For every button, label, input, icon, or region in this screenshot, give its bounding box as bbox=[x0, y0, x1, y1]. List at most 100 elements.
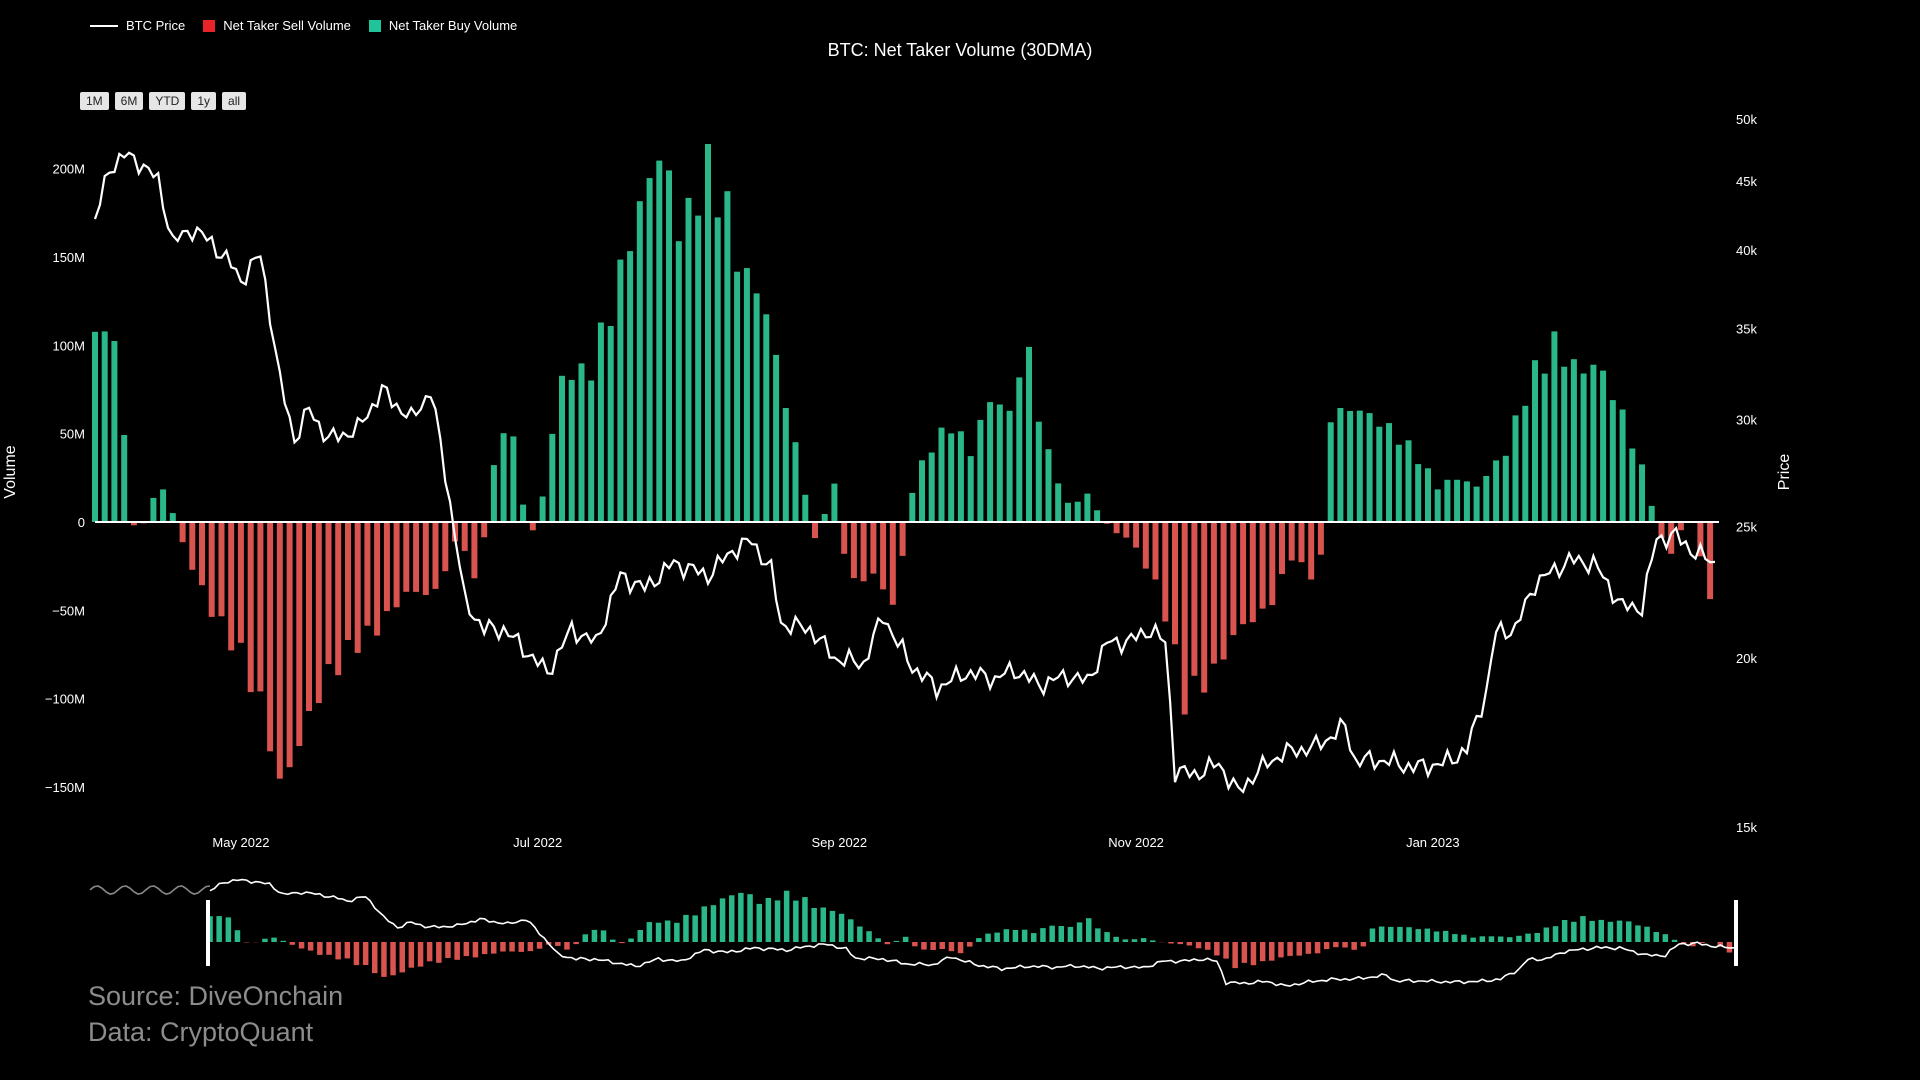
volume-bar bbox=[909, 492, 916, 522]
volume-bar bbox=[695, 215, 702, 522]
navigator-bar bbox=[875, 938, 881, 942]
navigator-bar bbox=[1571, 921, 1577, 942]
y-tick-label: 100M bbox=[52, 338, 85, 353]
volume-bar bbox=[812, 522, 818, 539]
volume-bar bbox=[705, 144, 711, 522]
volume-bar bbox=[559, 375, 565, 522]
navigator-bar bbox=[664, 920, 671, 942]
y-tick-label: 200M bbox=[52, 162, 85, 177]
navigator-bar bbox=[1040, 928, 1046, 942]
navigator-bar bbox=[344, 942, 351, 959]
y2-tick-label: 45k bbox=[1736, 174, 1757, 189]
navigator-bar bbox=[1662, 934, 1669, 942]
volume-bar bbox=[1298, 522, 1305, 563]
range-button-6m[interactable]: 6M bbox=[114, 92, 144, 110]
navigator-bar bbox=[573, 942, 579, 945]
volume-bar bbox=[179, 522, 186, 543]
volume-bars bbox=[92, 144, 1714, 779]
navigator-bar bbox=[1497, 936, 1504, 942]
volume-bar bbox=[1386, 423, 1392, 522]
range-navigator[interactable] bbox=[89, 878, 1738, 987]
navigator-bar bbox=[1003, 929, 1010, 942]
volume-bar bbox=[821, 514, 828, 522]
volume-bar bbox=[656, 160, 663, 522]
volume-bar bbox=[345, 522, 351, 640]
navigator-bar bbox=[747, 894, 753, 942]
navigator-bar bbox=[829, 910, 836, 942]
volume-bar bbox=[714, 217, 721, 522]
volume-bar bbox=[1590, 364, 1597, 522]
navigator-bar bbox=[426, 942, 433, 962]
y-axis-title: Volume bbox=[2, 445, 19, 498]
x-tick-label: Jul 2022 bbox=[513, 835, 562, 850]
volume-bar bbox=[1425, 468, 1431, 522]
navigator-bar bbox=[610, 939, 616, 942]
volume-bar bbox=[1551, 331, 1558, 522]
volume-bar bbox=[1210, 522, 1217, 664]
y-tick-label: −50M bbox=[52, 603, 85, 618]
navigator-bar bbox=[280, 940, 286, 942]
volume-bar bbox=[130, 522, 137, 526]
volume-bar bbox=[607, 326, 614, 522]
navigator-bar bbox=[1690, 942, 1696, 947]
volume-bar bbox=[977, 419, 984, 522]
navigator-bar bbox=[1232, 942, 1238, 969]
navigator-bar bbox=[1589, 920, 1595, 942]
navigator-bar bbox=[994, 932, 1000, 942]
navigator-bar bbox=[518, 942, 524, 952]
navigator-bar bbox=[884, 942, 891, 945]
navigator-bar bbox=[1278, 942, 1284, 958]
volume-bar bbox=[666, 170, 672, 522]
volume-bar bbox=[1055, 483, 1062, 522]
navigator-bar bbox=[1314, 942, 1321, 954]
volume-bar bbox=[1026, 346, 1032, 522]
legend-item-price[interactable]: BTC Price bbox=[90, 18, 185, 33]
navigator-bar bbox=[225, 917, 232, 942]
volume-bar bbox=[1376, 426, 1383, 522]
range-button-1m[interactable]: 1M bbox=[80, 92, 109, 110]
volume-bar bbox=[1405, 440, 1412, 522]
navigator-left-handle[interactable] bbox=[206, 900, 210, 966]
navigator-bar bbox=[1351, 942, 1357, 950]
navigator-bar bbox=[1223, 942, 1229, 959]
source-line: Source: DiveOnchain bbox=[88, 981, 344, 1011]
navigator-bar bbox=[454, 942, 460, 960]
navigator-bar bbox=[491, 942, 497, 954]
x-tick-label: Nov 2022 bbox=[1108, 835, 1164, 850]
volume-bar bbox=[1288, 522, 1295, 561]
navigator-bar bbox=[1397, 926, 1403, 942]
y-tick-label: 50M bbox=[60, 427, 85, 442]
range-button-1y[interactable]: 1y bbox=[191, 92, 217, 110]
navigator-bar bbox=[1205, 942, 1211, 950]
range-button-ytd[interactable]: YTD bbox=[149, 92, 186, 110]
legend-item-sell[interactable]: Net Taker Sell Volume bbox=[203, 18, 351, 33]
navigator-bar bbox=[710, 905, 717, 942]
volume-bar bbox=[1473, 486, 1480, 522]
navigator-bar bbox=[536, 942, 543, 949]
navigator-bar bbox=[417, 942, 424, 967]
volume-bar bbox=[101, 331, 108, 522]
volume-bar bbox=[948, 433, 955, 522]
legend-item-buy[interactable]: Net Taker Buy Volume bbox=[368, 18, 517, 33]
navigator-bar bbox=[939, 942, 945, 949]
navigator-bar bbox=[1296, 942, 1302, 956]
navigator-bar bbox=[1131, 939, 1138, 942]
navigator-bar bbox=[1534, 933, 1540, 942]
navigator-bar bbox=[857, 926, 863, 942]
navigator-bar bbox=[1177, 942, 1183, 945]
volume-bar bbox=[1308, 522, 1315, 580]
range-button-all[interactable]: all bbox=[222, 92, 247, 110]
navigator-bar bbox=[848, 919, 854, 942]
volume-bar bbox=[92, 331, 98, 522]
volume-bar bbox=[218, 522, 225, 617]
navigator-right-handle[interactable] bbox=[1734, 900, 1738, 966]
navigator-bar bbox=[1122, 939, 1129, 942]
navigator-bar bbox=[271, 937, 277, 942]
navigator-bar bbox=[1452, 934, 1458, 942]
navigator-bar bbox=[1479, 936, 1486, 942]
volume-bar bbox=[588, 380, 595, 522]
red-square-icon bbox=[203, 19, 216, 32]
x-tick-label: Jan 2023 bbox=[1406, 835, 1460, 850]
volume-bar bbox=[1541, 373, 1548, 522]
navigator-bar bbox=[1012, 930, 1019, 942]
